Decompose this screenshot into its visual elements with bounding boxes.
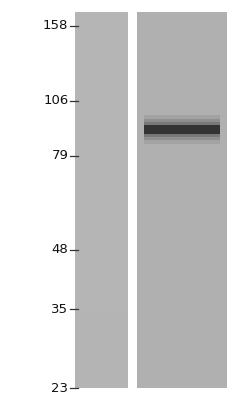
Bar xyxy=(75,167,127,172)
Bar xyxy=(75,26,127,31)
Bar xyxy=(75,130,127,134)
Text: 35: 35 xyxy=(51,303,68,316)
Bar xyxy=(75,176,127,181)
Bar xyxy=(75,125,127,130)
Bar xyxy=(75,219,127,224)
Bar xyxy=(75,261,127,266)
Text: 23: 23 xyxy=(51,382,68,395)
Bar xyxy=(75,186,127,191)
Bar xyxy=(75,73,127,78)
Bar xyxy=(75,158,127,162)
Bar xyxy=(75,256,127,261)
Bar xyxy=(75,270,127,275)
Bar xyxy=(75,153,127,158)
Bar xyxy=(75,148,127,153)
Text: 79: 79 xyxy=(51,150,68,162)
Bar xyxy=(75,78,127,82)
Bar xyxy=(75,364,127,369)
Bar xyxy=(75,341,127,346)
Bar xyxy=(75,303,127,308)
Bar xyxy=(75,45,127,50)
Bar xyxy=(75,54,127,59)
Bar xyxy=(75,200,127,205)
Bar xyxy=(75,36,127,40)
Bar xyxy=(143,119,219,140)
Bar xyxy=(75,191,127,195)
Bar xyxy=(127,12,136,388)
Bar xyxy=(75,252,127,256)
Bar xyxy=(75,266,127,270)
Bar xyxy=(75,210,127,214)
Bar xyxy=(75,92,127,97)
Bar xyxy=(75,101,127,106)
Bar xyxy=(75,285,127,289)
Bar xyxy=(75,17,127,21)
Bar xyxy=(75,332,127,336)
Bar xyxy=(75,242,127,247)
Bar xyxy=(75,12,127,388)
Bar xyxy=(75,214,127,219)
Bar xyxy=(75,224,127,228)
Bar xyxy=(75,369,127,374)
Bar xyxy=(75,64,127,68)
Bar xyxy=(75,378,127,383)
Bar xyxy=(75,374,127,378)
Bar xyxy=(75,275,127,280)
Text: 106: 106 xyxy=(43,94,68,107)
Bar xyxy=(75,336,127,341)
Bar xyxy=(75,308,127,313)
Bar xyxy=(75,228,127,233)
Bar xyxy=(143,125,219,134)
Text: 48: 48 xyxy=(52,243,68,256)
Bar xyxy=(75,360,127,364)
Bar xyxy=(75,350,127,355)
Bar xyxy=(75,313,127,318)
Bar xyxy=(75,50,127,54)
Bar xyxy=(75,195,127,200)
Bar xyxy=(75,111,127,115)
Bar xyxy=(75,181,127,186)
Bar xyxy=(136,12,226,388)
Bar xyxy=(75,355,127,360)
Bar xyxy=(75,172,127,176)
Bar xyxy=(75,247,127,252)
Bar xyxy=(75,106,127,111)
Bar xyxy=(75,233,127,238)
Bar xyxy=(75,139,127,144)
Bar xyxy=(75,238,127,242)
Bar xyxy=(75,299,127,303)
Bar xyxy=(75,12,127,17)
Bar xyxy=(143,115,219,144)
Bar xyxy=(75,120,127,125)
Bar xyxy=(75,162,127,167)
Bar xyxy=(75,280,127,285)
Bar xyxy=(75,346,127,350)
Bar xyxy=(75,383,127,388)
Bar xyxy=(143,122,219,136)
Bar xyxy=(75,97,127,101)
Bar xyxy=(75,22,127,26)
Bar xyxy=(75,31,127,36)
Bar xyxy=(75,82,127,87)
Bar xyxy=(75,134,127,139)
Bar xyxy=(75,40,127,45)
Bar xyxy=(75,318,127,322)
Bar xyxy=(75,289,127,294)
Bar xyxy=(75,68,127,73)
Bar xyxy=(75,144,127,148)
Bar xyxy=(75,87,127,92)
Bar xyxy=(75,327,127,332)
Bar xyxy=(75,322,127,327)
Bar xyxy=(75,59,127,64)
Bar xyxy=(75,116,127,120)
Text: 158: 158 xyxy=(43,19,68,32)
Bar xyxy=(75,205,127,210)
Bar xyxy=(75,294,127,299)
